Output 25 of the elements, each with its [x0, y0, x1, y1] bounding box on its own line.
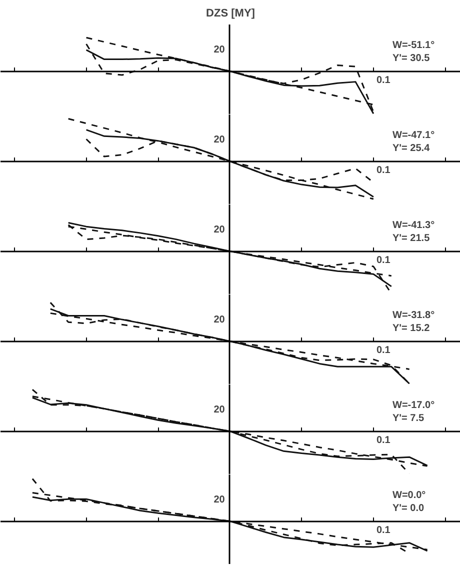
- annotation: Y'= 0.0: [392, 503, 425, 514]
- annotation: 0.1: [376, 525, 391, 536]
- annotation: W=-31.8°: [392, 310, 435, 322]
- annotation: W=-47.1°: [392, 130, 435, 142]
- annotation: 0.1: [376, 255, 391, 266]
- annotation: 20: [214, 224, 226, 236]
- annotation: W=0.0°: [392, 490, 426, 502]
- chart-title: DZS [MY]: [206, 8, 256, 20]
- annotation: 0.1: [376, 165, 391, 176]
- annotation: 20: [214, 134, 226, 146]
- annotation: 20: [214, 494, 226, 506]
- annotation: 0.1: [376, 75, 391, 86]
- annotation: 20: [214, 404, 226, 416]
- annotation: 20: [214, 314, 226, 326]
- annotation: 20: [214, 44, 226, 56]
- annotation: Y'= 21.5: [392, 233, 430, 244]
- annotation: Y'= 7.5: [392, 413, 425, 424]
- annotation: W=-41.3°: [392, 220, 435, 232]
- annotation: Y'= 25.4: [392, 143, 430, 154]
- annotation: W=-17.0°: [392, 400, 435, 412]
- annotation: 0.1: [376, 435, 391, 446]
- annotation: 0.1: [376, 345, 391, 356]
- annotation: Y'= 30.5: [392, 53, 430, 64]
- annotation: W=-51.1°: [392, 40, 435, 52]
- annotation: Y'= 15.2: [392, 323, 430, 334]
